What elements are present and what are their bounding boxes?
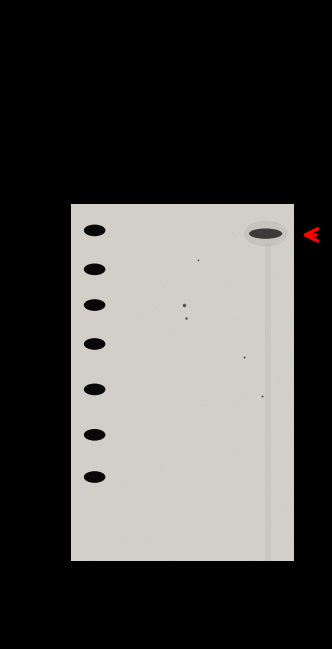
Ellipse shape [84,338,106,350]
Ellipse shape [84,263,106,275]
Ellipse shape [84,429,106,441]
Bar [265,243,271,561]
Ellipse shape [84,384,106,395]
Bar [71,204,294,561]
Ellipse shape [249,228,282,239]
Ellipse shape [84,471,106,483]
Ellipse shape [84,299,106,311]
Ellipse shape [84,225,106,236]
Ellipse shape [244,221,287,247]
